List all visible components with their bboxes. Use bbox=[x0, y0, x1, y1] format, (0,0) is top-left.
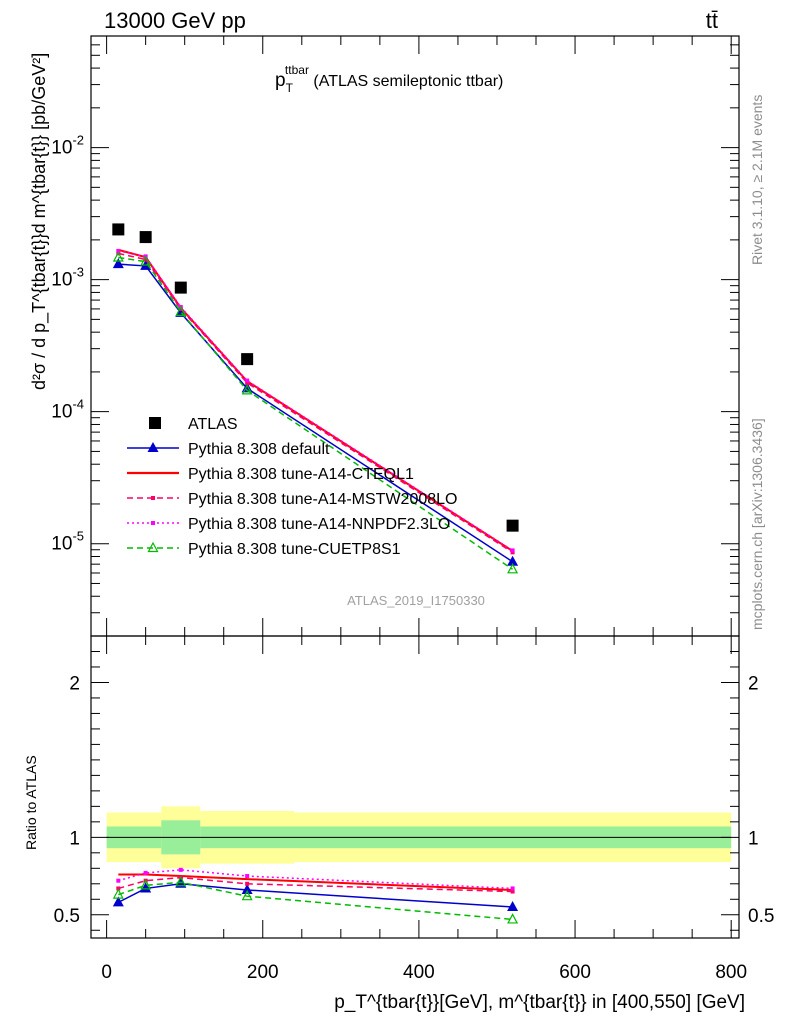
series-pythia-8-308-default bbox=[112, 877, 519, 912]
x-tick-label: 800 bbox=[715, 962, 747, 983]
data-point bbox=[507, 563, 519, 574]
x-tick-label: 0 bbox=[101, 962, 112, 983]
data-point bbox=[175, 875, 187, 887]
ratio-y-tick-label-right: 1 bbox=[748, 828, 759, 849]
legend-item: Pythia 8.308 tune-A14-MSTW2008LO bbox=[127, 491, 457, 508]
data-point bbox=[174, 281, 187, 294]
y-tick-label: 10-2 bbox=[51, 133, 84, 159]
legend-item: Pythia 8.308 tune-CUETP8S1 bbox=[127, 541, 401, 558]
data-point bbox=[241, 384, 253, 395]
data-point bbox=[140, 255, 152, 266]
ratio-y-tick-label: 1 bbox=[69, 828, 80, 849]
y-tick-label: 10-3 bbox=[51, 265, 84, 291]
series-pythia-8-308-tune-a14-nnpdf2-3lo bbox=[116, 867, 515, 891]
series-pythia-8-308-tune-a14-mstw2008lo bbox=[116, 251, 515, 555]
data-point bbox=[510, 886, 515, 891]
legend-label: Pythia 8.308 tune-CUETP8S1 bbox=[188, 541, 401, 558]
source-label: mcplots.cern.ch [arXiv:1306.3436] bbox=[749, 418, 765, 630]
legend-item: Pythia 8.308 tune-A14-CTEQL1 bbox=[127, 466, 414, 483]
y-axis-label-ratio: Ratio to ATLAS bbox=[23, 755, 39, 850]
data-point bbox=[112, 258, 124, 269]
main-axis-ticks: 10-5 10-4 10-3 10-2 bbox=[51, 35, 739, 637]
x-tick-label: 600 bbox=[559, 962, 591, 983]
data-point bbox=[241, 883, 253, 894]
ratio-y-tick-label: 0.5 bbox=[54, 906, 80, 927]
data-point bbox=[143, 870, 148, 875]
data-point bbox=[245, 881, 250, 886]
data-point bbox=[507, 555, 519, 566]
data-point bbox=[140, 882, 152, 893]
ratio-series bbox=[112, 867, 519, 924]
y-tick-label: 10-4 bbox=[51, 397, 84, 423]
plot-title-main: p bbox=[275, 70, 286, 91]
data-point bbox=[112, 251, 124, 262]
legend-label: Pythia 8.308 tune-A14-NNPDF2.3LO bbox=[188, 516, 450, 533]
data-point bbox=[175, 305, 187, 316]
legend-marker bbox=[149, 417, 161, 429]
data-point bbox=[151, 521, 155, 525]
data-point bbox=[178, 867, 183, 872]
data-point bbox=[241, 889, 253, 901]
legend-item: Pythia 8.308 tune-A14-NNPDF2.3LO bbox=[127, 516, 450, 533]
legend-item: Pythia 8.308 default bbox=[127, 441, 330, 458]
data-point bbox=[112, 223, 125, 236]
y-tick-label: 10-5 bbox=[51, 529, 84, 555]
data-point bbox=[510, 548, 515, 553]
data-point bbox=[245, 874, 250, 879]
ratio-y-tick-label-right: 2 bbox=[748, 673, 759, 694]
x-tick-label: 400 bbox=[403, 962, 435, 983]
x-tick-label: 200 bbox=[247, 962, 279, 983]
data-point bbox=[116, 248, 121, 253]
data-point bbox=[507, 913, 519, 924]
plot-title-sup: ttbar bbox=[285, 63, 309, 77]
data-point bbox=[245, 380, 250, 385]
series-pythia-8-308-tune-cuetp8s1 bbox=[112, 251, 519, 574]
data-point bbox=[510, 889, 515, 894]
data-point bbox=[245, 378, 250, 383]
rivet-label: Rivet 3.1.10, ≥ 2.1M events bbox=[749, 95, 765, 265]
analysis-id: ATLAS_2019_I1750330 bbox=[347, 593, 485, 608]
plot-title-sub: T bbox=[286, 81, 294, 95]
ratio-panel-frame bbox=[90, 635, 740, 939]
series-atlas bbox=[112, 223, 519, 532]
header-left: 13000 GeV pp bbox=[104, 8, 246, 33]
data-point bbox=[112, 888, 124, 899]
legend: ATLAS Pythia 8.308 default Pythia 8.308 tu… bbox=[127, 416, 457, 558]
ratio-axis-ticks: 0.5 0.5 1 1 2 2 0 200 400 600 800 bbox=[54, 636, 774, 983]
y-axis-label-main: d²σ / d p_T^{tbar{t}}d m^{tbar{t}} [pb/G… bbox=[29, 53, 50, 390]
ratio-y-tick-label: 2 bbox=[69, 673, 80, 694]
data-point bbox=[241, 353, 254, 366]
data-point bbox=[151, 496, 155, 500]
data-point bbox=[506, 519, 519, 532]
series-line bbox=[118, 881, 513, 921]
data-point bbox=[143, 257, 148, 262]
ratio-y-tick-label-right: 0.5 bbox=[748, 906, 774, 927]
x-axis-label: p_T^{tbar{t}}[GeV], m^{tbar{t}} in [400,… bbox=[334, 992, 745, 1013]
series-line bbox=[118, 252, 513, 553]
legend-item: ATLAS bbox=[149, 416, 238, 433]
data-point bbox=[139, 231, 152, 244]
data-point bbox=[140, 879, 152, 890]
plot-title: pTttbar (ATLAS semileptonic ttbar) bbox=[275, 63, 503, 95]
legend-label: Pythia 8.308 tune-A14-MSTW2008LO bbox=[188, 491, 457, 508]
data-point bbox=[116, 878, 121, 883]
data-point bbox=[112, 896, 124, 907]
legend-label: Pythia 8.308 default bbox=[188, 441, 330, 458]
legend-label: Pythia 8.308 tune-A14-CTEQL1 bbox=[188, 466, 414, 483]
series-pythia-8-308-tune-cuetp8s1 bbox=[112, 875, 519, 924]
main-series bbox=[112, 223, 519, 574]
header-right: tt̄ bbox=[706, 8, 718, 33]
plot-title-rest: (ATLAS semileptonic ttbar) bbox=[309, 73, 503, 90]
data-point bbox=[507, 901, 519, 912]
legend-label: ATLAS bbox=[188, 416, 238, 433]
data-point bbox=[147, 541, 159, 553]
data-point bbox=[147, 442, 159, 452]
